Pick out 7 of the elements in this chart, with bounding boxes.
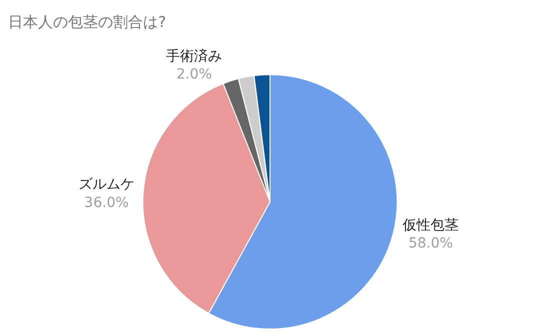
data-label: 2.0% — [176, 66, 212, 83]
slice-label: 仮性包茎 — [402, 217, 459, 234]
slice-label: ズルムケ — [78, 176, 135, 193]
slice-label: 手術済み — [166, 48, 222, 64]
chart-title: 日本人の包茎の割合は? — [8, 13, 166, 32]
data-label: 36.0% — [84, 194, 129, 211]
data-label: 58.0% — [408, 236, 453, 252]
